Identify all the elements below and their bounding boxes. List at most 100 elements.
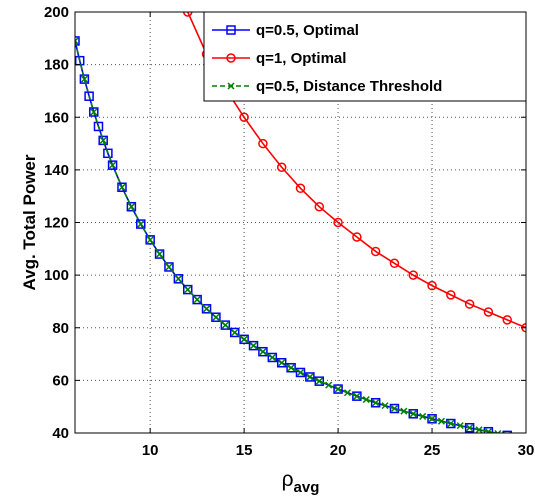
data-point: [227, 82, 235, 90]
data-point: [502, 315, 512, 325]
data-point: [240, 335, 248, 343]
series-layer: [75, 12, 529, 442]
data-point: [258, 138, 268, 149]
data-point: [259, 348, 267, 356]
data-point: [494, 429, 502, 433]
data-point: [127, 203, 135, 211]
legend-item: q=0.5, Distance Threshold: [212, 78, 442, 95]
data-point: [419, 412, 427, 420]
data-point: [427, 414, 437, 424]
series-3: [75, 37, 529, 442]
y-tick-label: 60: [52, 372, 69, 389]
data-point: [192, 294, 202, 305]
data-point: [343, 389, 352, 397]
data-point: [90, 108, 98, 116]
data-point: [370, 397, 381, 408]
x-axis-label-subscript: avg: [294, 479, 320, 496]
data-point: [75, 36, 80, 46]
data-point: [278, 359, 286, 367]
data-point: [456, 422, 464, 430]
data-point: [89, 107, 99, 117]
data-point: [93, 121, 104, 132]
data-point: [296, 368, 305, 377]
data-point: [325, 381, 333, 389]
data-point: [109, 161, 117, 169]
data-point: [475, 426, 483, 433]
data-point: [400, 407, 408, 415]
data-point: [118, 183, 126, 191]
data-point: [239, 334, 249, 345]
data-point: [287, 364, 295, 372]
legend-item: q=0.5, Optimal: [212, 22, 359, 39]
y-tick-label: 120: [44, 215, 69, 232]
data-point: [211, 312, 221, 322]
data-point: [428, 415, 436, 423]
data-point: [226, 53, 236, 63]
legend-box: [203, 11, 527, 102]
data-point: [103, 148, 113, 159]
data-point: [409, 410, 417, 418]
data-point: [314, 201, 325, 212]
data-point: [305, 372, 315, 382]
y-tick-label: 160: [44, 109, 69, 126]
data-point: [268, 353, 276, 362]
data-point: [231, 328, 239, 337]
data-point: [137, 220, 145, 228]
data-point: [446, 418, 456, 429]
data-point: [334, 385, 342, 393]
data-point: [372, 399, 380, 407]
y-tick-label: 40: [52, 425, 69, 442]
data-point: [221, 321, 229, 329]
data-point: [502, 430, 512, 433]
data-point: [295, 367, 306, 378]
data-point: [107, 160, 118, 170]
data-point: [514, 434, 520, 440]
data-point: [201, 304, 212, 314]
y-tick-label: 80: [52, 320, 69, 337]
data-point: [183, 284, 193, 295]
data-point: [333, 217, 343, 228]
data-point: [352, 391, 362, 401]
data-point: [79, 74, 90, 84]
data-point: [381, 402, 389, 410]
data-point: [154, 249, 165, 259]
data-point: [447, 419, 455, 428]
data-point: [229, 327, 240, 338]
data-point: [249, 342, 258, 350]
data-point: [174, 275, 182, 283]
data-point: [408, 409, 418, 419]
data-point: [165, 263, 173, 271]
data-point: [295, 183, 306, 194]
data-point: [146, 236, 154, 244]
legend-label: q=0.5, Distance Threshold: [256, 78, 442, 95]
data-point: [370, 246, 381, 257]
data-point: [276, 162, 287, 172]
data-point: [390, 404, 398, 413]
data-point: [523, 436, 529, 442]
data-point: [212, 313, 220, 321]
data-point: [446, 290, 456, 300]
data-point: [484, 428, 492, 433]
data-point: [126, 201, 137, 212]
data-point: [183, 12, 193, 17]
data-point: [276, 357, 287, 368]
y-tick-label: 140: [44, 162, 69, 179]
data-point: [84, 91, 94, 101]
data-point: [286, 362, 296, 373]
data-point: [314, 376, 325, 386]
data-point: [203, 305, 211, 313]
data-point: [164, 262, 174, 272]
y-tick-label: 200: [44, 4, 69, 21]
legend-label: q=1, Optimal: [256, 50, 346, 67]
series-line: [187, 12, 526, 329]
ticks: 10 15 20 25 30 40 60 80 100 120 140 160 180 200: [44, 4, 534, 459]
data-point: [136, 219, 146, 229]
data-point: [193, 296, 201, 304]
x-tick-label: 30: [518, 442, 535, 459]
data-point: [99, 136, 107, 144]
data-point: [156, 250, 164, 258]
x-tick-label: 15: [236, 442, 253, 459]
data-point: [353, 392, 361, 400]
data-point: [117, 182, 127, 192]
data-point: [306, 373, 314, 381]
